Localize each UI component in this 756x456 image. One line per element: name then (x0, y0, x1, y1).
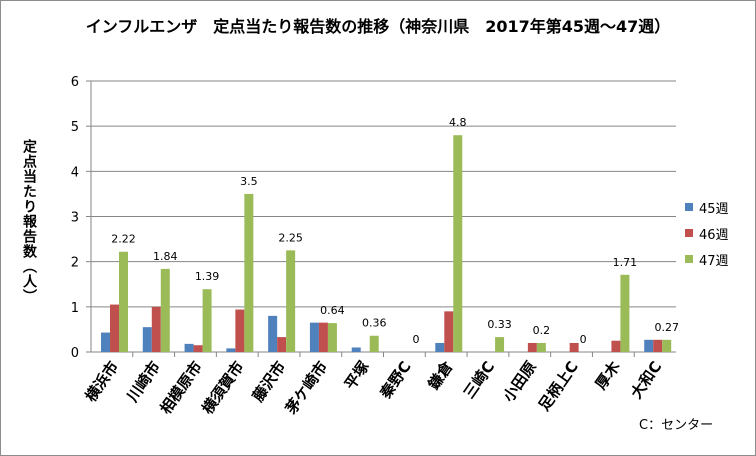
x-tick-label: 横須賀市 (198, 358, 247, 417)
bar-46週-横須賀市 (235, 309, 245, 352)
footnote: C：センター (639, 418, 714, 433)
legend-item-47: 47週 (685, 246, 729, 272)
x-tick-label: 大和C (627, 358, 665, 402)
x-tick-label: 足柄上C (535, 358, 582, 414)
y-tick-label: 3 (71, 211, 79, 226)
bar-47週-相模原市 (202, 289, 212, 352)
y-tick-label: 5 (71, 120, 79, 135)
x-tick-label: 平塚 (341, 358, 373, 393)
bar-47週-横須賀市 (244, 193, 254, 352)
bar-46週-小田原 (527, 342, 537, 352)
bar-45週-相模原市 (184, 343, 194, 352)
x-tick-label: 厚木 (592, 357, 625, 393)
data-label: 1.39 (195, 270, 220, 283)
bar-47週-平塚 (369, 335, 379, 352)
data-label: 0.2 (533, 324, 551, 337)
legend-label-46: 46週 (699, 227, 729, 243)
y-tick-label: 6 (71, 75, 79, 90)
x-tick-label: 秦野C (376, 358, 415, 403)
legend-swatch-45 (685, 203, 693, 211)
bar-46週-藤沢市 (277, 337, 287, 352)
data-label: 0.27 (654, 321, 679, 334)
data-label: 1.71 (613, 256, 638, 269)
bar-47週-横浜市 (119, 251, 128, 352)
data-label: 1.84 (153, 250, 178, 263)
bar-46週-川崎市 (151, 306, 161, 352)
data-label: 2.25 (278, 231, 303, 244)
data-label: 0 (580, 333, 587, 346)
bar-45週-鎌倉 (435, 342, 445, 352)
y-tick-label: 0 (71, 346, 79, 361)
y-tick-label: 1 (71, 301, 79, 316)
y-tick-label: 4 (71, 165, 79, 180)
legend-label-47: 47週 (699, 253, 729, 269)
bar-46週-相模原市 (193, 345, 203, 352)
y-tick-label: 2 (71, 256, 79, 271)
bar-45週-横須賀市 (226, 348, 236, 352)
legend-item-45: 45週 (685, 194, 729, 220)
bar-46週-大和C (653, 339, 663, 352)
chart-title: インフルエンザ 定点当たり報告数の推移（神奈川県 2017年第45週～47週） (85, 17, 671, 36)
legend: 45週 46週 47週 (685, 194, 729, 272)
x-tick-label: 小田原 (499, 358, 540, 405)
bar-47週-三崎C (495, 337, 505, 352)
legend-item-46: 46週 (685, 220, 729, 246)
bar-45週-横浜市 (101, 332, 110, 352)
bar-47週-厚木 (620, 274, 630, 352)
bar-47週-茅ケ崎市 (327, 323, 337, 352)
x-tick-label: 茅ケ崎市 (282, 358, 331, 417)
y-axis-label: 定点当たり報告数（人） (21, 139, 37, 304)
legend-label-45: 45週 (699, 201, 729, 217)
x-tick-label: 川崎市 (123, 358, 164, 406)
bar-47週-小田原 (536, 342, 546, 352)
x-tick-label: 横浜市 (82, 358, 123, 405)
bar-46週-鎌倉 (444, 311, 454, 352)
bar-47週-大和C (662, 339, 672, 352)
bar-47週-川崎市 (160, 268, 170, 352)
bar-46週-横浜市 (110, 304, 119, 352)
legend-swatch-47 (685, 255, 693, 263)
bar-45週-平塚 (351, 347, 361, 352)
bar-46週-厚木 (611, 340, 621, 352)
bar-45週-茅ケ崎市 (309, 322, 319, 352)
bar-47週-藤沢市 (286, 250, 296, 352)
legend-swatch-46 (685, 229, 693, 237)
data-label: 0.64 (320, 304, 345, 317)
data-label: 0 (413, 333, 420, 346)
bar-45週-川崎市 (142, 327, 152, 352)
bar-46週-茅ケ崎市 (318, 322, 328, 352)
data-label: 0.33 (487, 318, 512, 331)
data-label: 2.22 (111, 233, 136, 246)
x-tick-label: 藤沢市 (249, 358, 290, 405)
bar-46週-足柄上C (569, 342, 579, 352)
x-tick-label: 鎌倉 (424, 357, 457, 394)
x-tick-label: 三崎C (460, 358, 498, 402)
data-label: 4.8 (449, 116, 467, 129)
bar-47週-鎌倉 (453, 135, 463, 352)
data-label: 3.5 (240, 175, 258, 188)
x-tick-label: 相模原市 (157, 358, 206, 417)
data-label: 0.36 (362, 317, 387, 330)
bar-45週-大和C (644, 339, 654, 352)
bar-45週-藤沢市 (268, 315, 278, 352)
